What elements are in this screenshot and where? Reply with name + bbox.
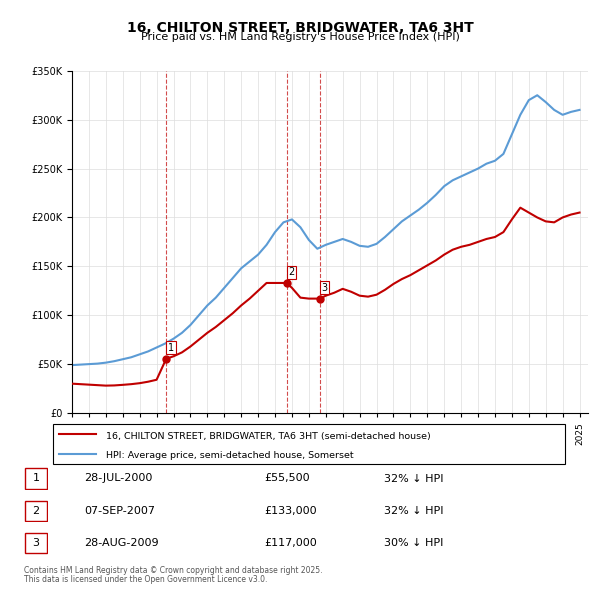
Text: 3: 3 bbox=[322, 283, 328, 293]
Text: 2: 2 bbox=[32, 506, 40, 516]
FancyBboxPatch shape bbox=[25, 501, 47, 521]
Text: 2: 2 bbox=[288, 267, 295, 277]
Text: 32% ↓ HPI: 32% ↓ HPI bbox=[384, 506, 443, 516]
Text: 16, CHILTON STREET, BRIDGWATER, TA6 3HT: 16, CHILTON STREET, BRIDGWATER, TA6 3HT bbox=[127, 21, 473, 35]
Text: £55,500: £55,500 bbox=[264, 474, 310, 483]
FancyBboxPatch shape bbox=[53, 424, 565, 464]
Text: Price paid vs. HM Land Registry's House Price Index (HPI): Price paid vs. HM Land Registry's House … bbox=[140, 32, 460, 42]
Text: This data is licensed under the Open Government Licence v3.0.: This data is licensed under the Open Gov… bbox=[24, 575, 268, 584]
Text: 28-JUL-2000: 28-JUL-2000 bbox=[84, 474, 152, 483]
Text: 16, CHILTON STREET, BRIDGWATER, TA6 3HT (semi-detached house): 16, CHILTON STREET, BRIDGWATER, TA6 3HT … bbox=[106, 431, 431, 441]
Text: HPI: Average price, semi-detached house, Somerset: HPI: Average price, semi-detached house,… bbox=[106, 451, 354, 460]
FancyBboxPatch shape bbox=[25, 533, 47, 553]
Text: 1: 1 bbox=[168, 343, 174, 353]
Text: 28-AUG-2009: 28-AUG-2009 bbox=[84, 539, 158, 548]
Text: 32% ↓ HPI: 32% ↓ HPI bbox=[384, 474, 443, 483]
Text: 30% ↓ HPI: 30% ↓ HPI bbox=[384, 539, 443, 548]
Text: Contains HM Land Registry data © Crown copyright and database right 2025.: Contains HM Land Registry data © Crown c… bbox=[24, 566, 323, 575]
Text: 3: 3 bbox=[32, 539, 40, 548]
Text: 1: 1 bbox=[32, 474, 40, 483]
Text: 07-SEP-2007: 07-SEP-2007 bbox=[84, 506, 155, 516]
FancyBboxPatch shape bbox=[25, 468, 47, 489]
Text: £117,000: £117,000 bbox=[264, 539, 317, 548]
Text: £133,000: £133,000 bbox=[264, 506, 317, 516]
